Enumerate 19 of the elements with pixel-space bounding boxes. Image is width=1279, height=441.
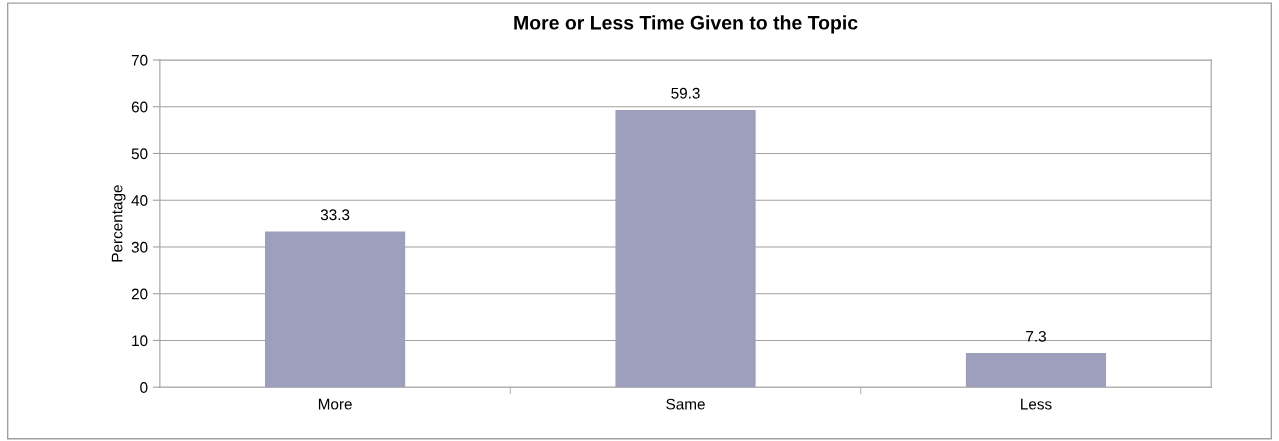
bar (265, 231, 406, 388)
data-label: 7.3 (1026, 330, 1046, 342)
x-tick-label: More (318, 398, 352, 410)
y-tick-label: 30 (131, 241, 148, 253)
y-tick-label: 40 (131, 195, 148, 206)
chart-title: More or Less Time Given to the Topic (514, 15, 858, 34)
data-label: 33.3 (320, 209, 350, 221)
x-tick-label: Same (666, 398, 705, 410)
y-tick-label: 10 (132, 335, 148, 347)
y-tick-label: 50 (131, 148, 148, 160)
data-label: 59.3 (671, 87, 700, 99)
y-tick-label: 60 (131, 101, 148, 113)
y-axis-title: Percentage (111, 185, 126, 262)
y-tick-label: 20 (131, 288, 148, 300)
x-tick-label: Less (1021, 398, 1052, 410)
bar (615, 109, 756, 388)
y-tick-label: 70 (131, 54, 148, 66)
y-tick-label: 0 (140, 382, 148, 393)
bar (965, 353, 1107, 388)
